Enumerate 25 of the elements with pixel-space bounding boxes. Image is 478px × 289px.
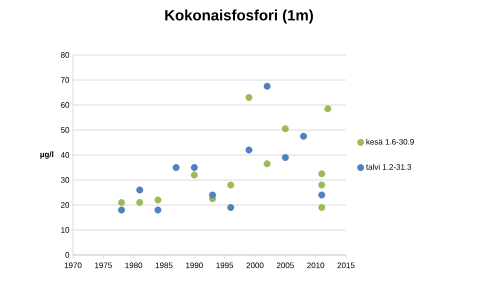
- point: [318, 204, 326, 211]
- point: [300, 132, 308, 140]
- point: [118, 199, 126, 206]
- point: [245, 94, 252, 101]
- point: [190, 172, 198, 178]
- point: [227, 182, 234, 188]
- point: [324, 105, 332, 112]
- point: [136, 186, 144, 194]
- point: [318, 192, 326, 198]
- point: [209, 192, 216, 198]
- point: [264, 160, 271, 168]
- point: [154, 206, 162, 214]
- point: [154, 196, 162, 204]
- point: [245, 146, 252, 154]
- point: [118, 206, 126, 214]
- point: [136, 199, 144, 206]
- chart-title: Kokonaisfosfori (1m): [165, 10, 313, 24]
- point: [282, 125, 289, 132]
- point: [264, 82, 271, 90]
- point: [227, 204, 234, 211]
- point: [318, 170, 326, 178]
- point: [282, 154, 289, 161]
- point: [172, 164, 180, 171]
- point: [190, 164, 198, 171]
- point: [318, 182, 326, 188]
